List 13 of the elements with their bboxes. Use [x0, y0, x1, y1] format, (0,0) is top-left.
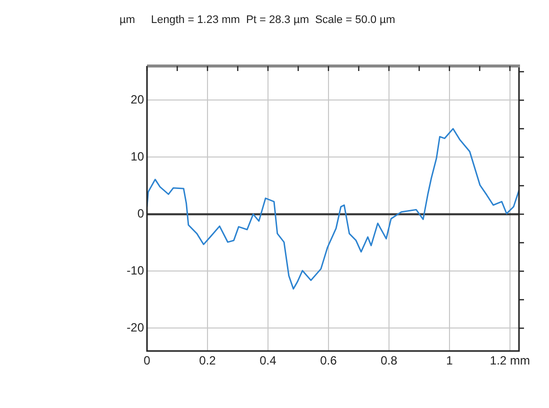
x-tick-label: 0.8: [380, 354, 398, 368]
x-tick-label: 0.6: [320, 354, 338, 368]
x-tick-label: 0.4: [260, 354, 277, 368]
y-tick-label: 0: [137, 206, 144, 221]
y-tick-label: -20: [126, 320, 144, 335]
y-axis-title: µm: [119, 14, 135, 26]
y-tick-label: 20: [130, 92, 144, 107]
x-tick-label: 1: [446, 354, 454, 368]
y-tick-label: -10: [126, 264, 144, 278]
x-tick-label: 1.2 mm: [490, 354, 530, 368]
chart-title: Length = 1.23 mm Pt = 28.3 µm Scale = 50.0 µm: [151, 14, 396, 26]
y-tick-label: 10: [130, 150, 144, 164]
x-tick-label: 0.2: [199, 354, 216, 368]
